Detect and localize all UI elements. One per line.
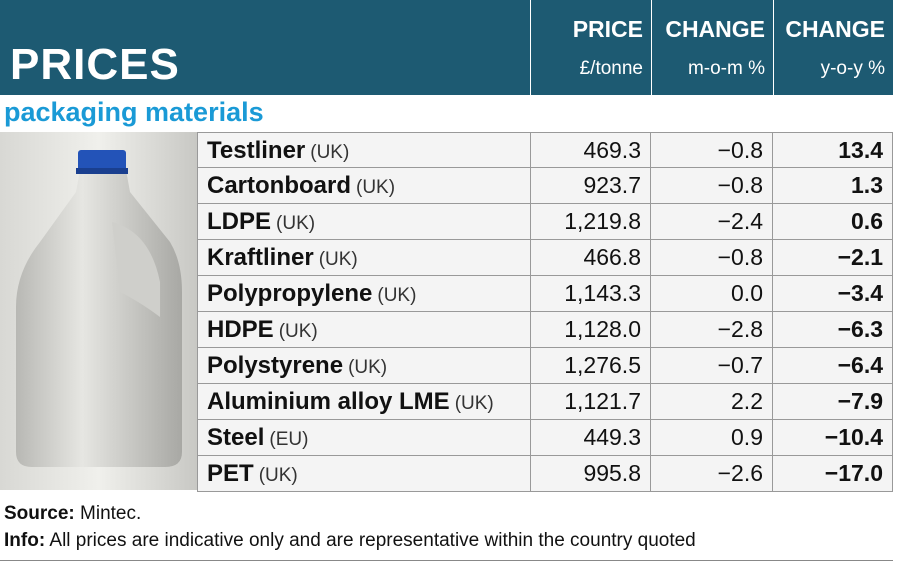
- material-name: Steel: [207, 424, 265, 451]
- region: (UK): [356, 177, 396, 198]
- column-label: CHANGE: [785, 16, 885, 42]
- material-cell: Aluminium alloy LME (UK): [197, 384, 530, 419]
- region: (UK): [278, 321, 318, 342]
- info-line: Info: All prices are indicative only and…: [4, 527, 696, 554]
- material-name: Kraftliner: [207, 244, 314, 271]
- table-row: Cartonboard (UK) 923.7 −0.8 1.3: [197, 168, 893, 204]
- change-yoy: −2.1: [772, 240, 893, 275]
- region: (UK): [348, 357, 388, 378]
- change-yoy: −3.4: [772, 276, 893, 311]
- footer: Source: Mintec. Info: All prices are ind…: [4, 500, 696, 554]
- material-cell: Testliner (UK): [197, 133, 530, 168]
- bottle-image: [0, 132, 197, 490]
- price: 1,128.0: [530, 312, 650, 347]
- source-line: Source: Mintec.: [4, 500, 696, 527]
- column-label: CHANGE: [665, 16, 765, 42]
- price: 995.8: [530, 456, 650, 491]
- region: (UK): [318, 249, 358, 270]
- material-cell: Polystyrene (UK): [197, 348, 530, 383]
- change-mom: −0.8: [650, 133, 772, 168]
- column-unit: y-o-y %: [820, 58, 885, 79]
- material-cell: Steel (EU): [197, 420, 530, 455]
- change-yoy: −10.4: [772, 420, 893, 455]
- change-mom: −0.7: [650, 348, 772, 383]
- table-row: Aluminium alloy LME (UK) 1,121.7 2.2 −7.9: [197, 384, 893, 420]
- region: (UK): [454, 393, 494, 414]
- column-unit: £/tonne: [579, 58, 643, 79]
- price: 1,219.8: [530, 204, 650, 239]
- material-cell: Polypropylene (UK): [197, 276, 530, 311]
- title: PRICES: [10, 40, 180, 89]
- info-label: Info:: [4, 530, 46, 551]
- material-name: Testliner: [207, 137, 306, 164]
- material-name: HDPE: [207, 316, 274, 343]
- change-yoy: 1.3: [772, 168, 893, 203]
- change-mom: −0.8: [650, 240, 772, 275]
- table-row: LDPE (UK) 1,219.8 −2.4 0.6: [197, 204, 893, 240]
- price: 923.7: [530, 168, 650, 203]
- price: 469.3: [530, 133, 650, 168]
- material-name: Polypropylene: [207, 280, 373, 307]
- header-bar: PRICES PRICE £/tonne CHANGE m-o-m % CHAN…: [0, 0, 893, 95]
- change-mom: −0.8: [650, 168, 772, 203]
- price: 1,276.5: [530, 348, 650, 383]
- material-name: Polystyrene: [207, 352, 344, 379]
- region: (UK): [310, 142, 350, 163]
- material-cell: Kraftliner (UK): [197, 240, 530, 275]
- change-yoy: −6.4: [772, 348, 893, 383]
- change-mom: −2.8: [650, 312, 772, 347]
- change-yoy: −7.9: [772, 384, 893, 419]
- column-header: CHANGE m-o-m %: [651, 0, 773, 95]
- source: Mintec.: [80, 503, 142, 524]
- table-row: Testliner (UK) 469.3 −0.8 13.4: [197, 132, 893, 168]
- table-row: Kraftliner (UK) 466.8 −0.8 −2.1: [197, 240, 893, 276]
- table-row: Polypropylene (UK) 1,143.3 0.0 −3.4: [197, 276, 893, 312]
- change-yoy: 0.6: [772, 204, 893, 239]
- region: (UK): [276, 213, 316, 234]
- change-mom: 0.9: [650, 420, 772, 455]
- change-mom: −2.6: [650, 456, 772, 491]
- change-mom: −2.4: [650, 204, 772, 239]
- material-name: Aluminium alloy LME: [207, 388, 450, 415]
- material-name: LDPE: [207, 208, 272, 235]
- table-row: HDPE (UK) 1,128.0 −2.8 −6.3: [197, 312, 893, 348]
- price: 449.3: [530, 420, 650, 455]
- source-label: Source:: [4, 503, 75, 524]
- material-cell: HDPE (UK): [197, 312, 530, 347]
- table-row: PET (UK) 995.8 −2.6 −17.0: [197, 456, 893, 492]
- price: 466.8: [530, 240, 650, 275]
- column-header: CHANGE y-o-y %: [773, 0, 893, 95]
- region: (UK): [377, 285, 417, 306]
- table-row: Polystyrene (UK) 1,276.5 −0.7 −6.4: [197, 348, 893, 384]
- material-name: PET: [207, 460, 254, 487]
- change-mom: 2.2: [650, 384, 772, 419]
- material-cell: LDPE (UK): [197, 204, 530, 239]
- column-header: PRICE £/tonne: [530, 0, 651, 95]
- price: 1,121.7: [530, 384, 650, 419]
- material-cell: Cartonboard (UK): [197, 168, 530, 203]
- column-label: PRICE: [572, 16, 643, 42]
- change-yoy: 13.4: [772, 133, 893, 168]
- region: (EU): [269, 429, 309, 450]
- column-unit: m-o-m %: [687, 58, 765, 79]
- region: (UK): [258, 465, 298, 486]
- material-cell: PET (UK): [197, 456, 530, 491]
- subtitle: packaging materials: [4, 97, 264, 127]
- info: All prices are indicative only and are r…: [49, 530, 696, 551]
- change-yoy: −17.0: [772, 456, 893, 491]
- price-table: Testliner (UK) 469.3 −0.8 13.4 Cartonboard (UK…: [197, 132, 893, 492]
- footer-rule: [0, 560, 893, 561]
- material-name: Cartonboard: [207, 172, 351, 199]
- price: 1,143.3: [530, 276, 650, 311]
- change-mom: 0.0: [650, 276, 772, 311]
- table-row: Steel (EU) 449.3 0.9 −10.4: [197, 420, 893, 456]
- change-yoy: −6.3: [772, 312, 893, 347]
